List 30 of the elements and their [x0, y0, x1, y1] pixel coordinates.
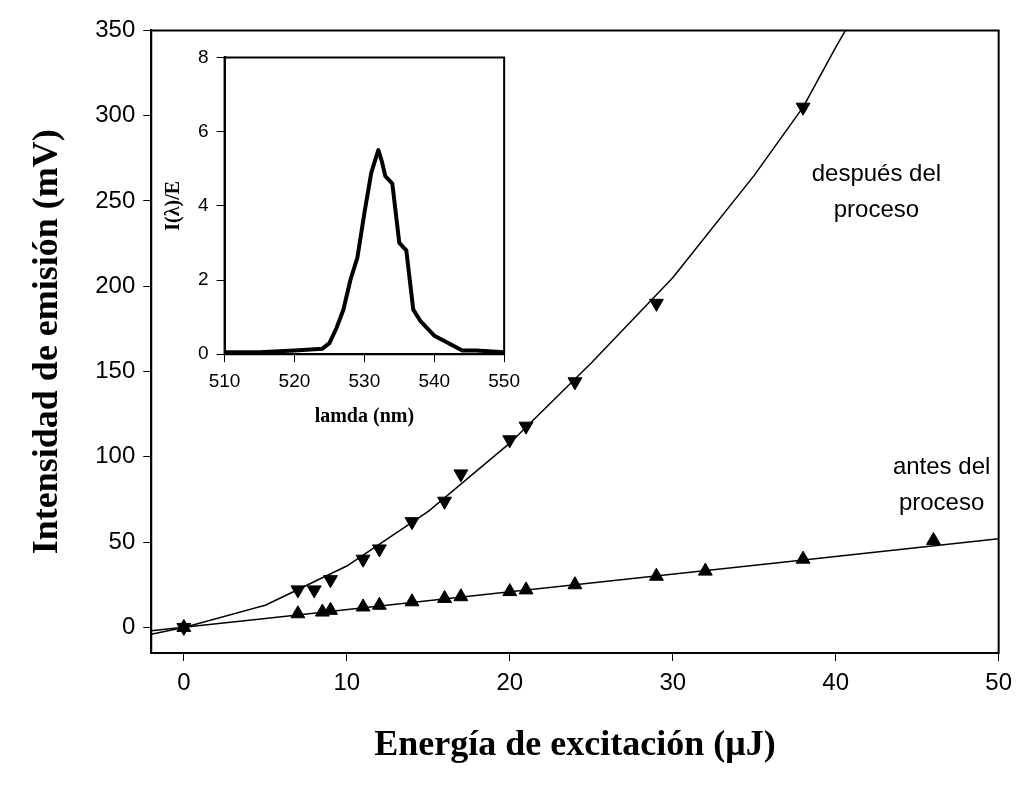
x-tick-label: 540: [418, 369, 451, 391]
x-tick-label: 10: [333, 668, 361, 696]
x-tick-label: 550: [488, 369, 520, 391]
y-tick-label: 200: [95, 270, 136, 298]
x-axis-title: lamda (nm): [314, 404, 415, 428]
y-tick-label: 2: [197, 268, 209, 290]
series-label: después del proceso: [811, 158, 942, 222]
x-tick-label: 30: [659, 668, 687, 696]
y-tick-label: 0: [197, 342, 209, 364]
y-tick-label: 4: [197, 194, 209, 216]
y-axis-title: Intensidad de emisión (mV): [24, 129, 65, 555]
x-tick-label: 20: [496, 668, 524, 696]
y-tick-label: 50: [108, 526, 136, 554]
y-tick-label: 6: [197, 119, 209, 141]
x-tick-label: 0: [177, 668, 191, 696]
x-tick-label: 50: [985, 668, 1012, 696]
y-tick-label: 150: [95, 356, 136, 384]
x-tick-label: 510: [208, 369, 241, 391]
y-tick-label: 350: [95, 15, 136, 43]
x-tick-label: 530: [348, 369, 381, 391]
y-tick-label: 300: [95, 100, 136, 128]
y-tick-label: 100: [95, 441, 136, 469]
y-tick-label: 250: [95, 185, 136, 213]
x-tick-label: 40: [822, 668, 850, 696]
x-axis-title: Energía de excitación (μJ): [374, 722, 776, 763]
y-tick-label: 0: [121, 612, 136, 640]
series-label: antes del proceso: [892, 451, 991, 515]
y-tick-label: 8: [197, 45, 209, 67]
y-axis-title: I(λ)/E: [161, 180, 185, 231]
x-tick-label: 520: [278, 369, 311, 391]
